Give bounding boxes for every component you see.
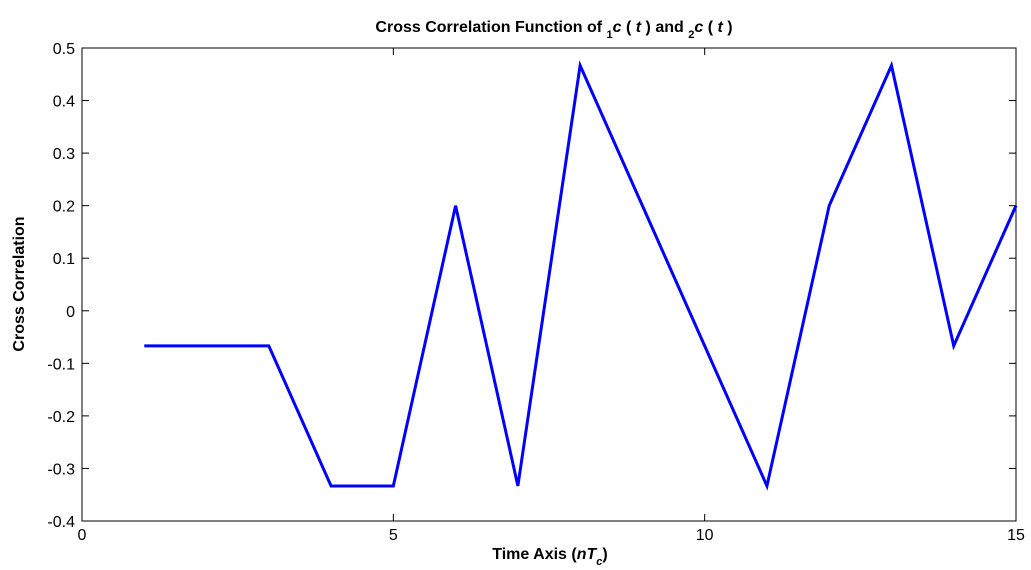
y-ticks: -0.4 -0.3 -0.2 -0.1 0 0.1 0.2 0.3 0.4 0.5 [47, 41, 1016, 531]
y-tick-label: 0.2 [53, 199, 75, 216]
y-tick-label: 0.4 [53, 94, 75, 111]
y-tick-label: -0.3 [47, 461, 75, 478]
series-layer [144, 60, 1018, 491]
y-axis-label: Cross Correlation [11, 216, 28, 351]
y-tick-label: -0.2 [47, 409, 75, 426]
x-axis-label: Time Axis (nTc) [492, 546, 608, 568]
chart-title: Cross Correlation Function of 1c ( t ) a… [375, 19, 732, 41]
y-tick-label: -0.1 [47, 356, 75, 373]
y-tick-label: 0.3 [53, 146, 75, 163]
y-tick-label: 0.5 [53, 41, 75, 58]
plot-frame [81, 47, 1017, 522]
y-tick-label: 0 [66, 304, 75, 321]
series-line [144, 60, 1018, 491]
x-tick-label: 10 [696, 527, 714, 544]
x-tick-label: 15 [1007, 527, 1025, 544]
x-ticks: 0 5 10 15 [78, 48, 1025, 544]
y-tick-label: 0.1 [53, 251, 75, 268]
x-tick-label: 5 [389, 527, 398, 544]
x-tick-label: 0 [78, 527, 87, 544]
y-tick-label: -0.4 [47, 514, 75, 531]
